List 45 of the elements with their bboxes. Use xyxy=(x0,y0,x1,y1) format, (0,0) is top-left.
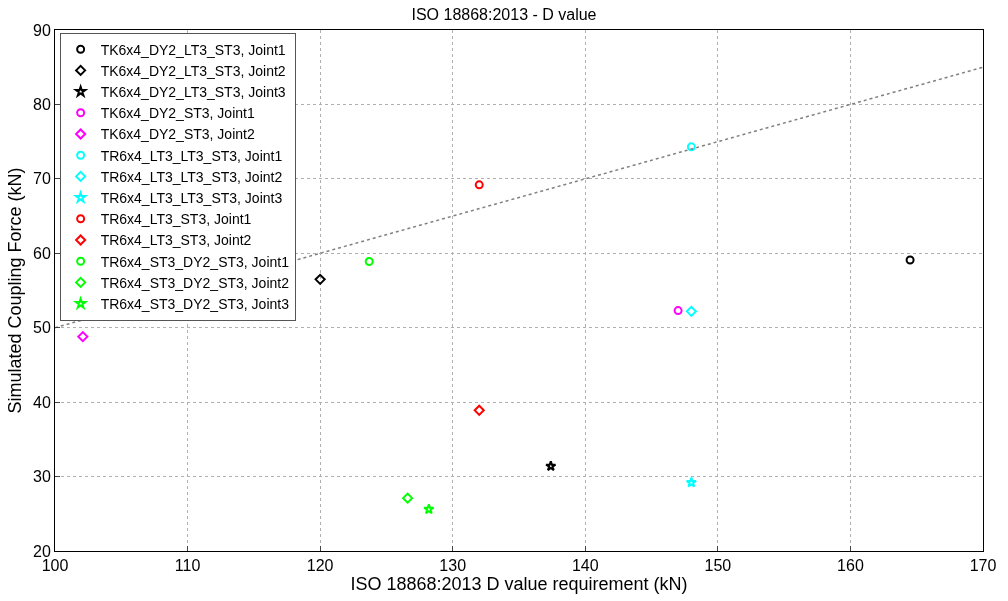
point xyxy=(314,273,326,285)
point xyxy=(474,180,484,190)
x-tick-label: 130 xyxy=(439,557,467,575)
legend-label: TR6x4_LT3_LT3_ST3, Joint2 xyxy=(100,168,283,185)
x-tick-label: 170 xyxy=(969,557,997,575)
legend-label: TR6x4_LT3_LT3_ST3, Joint3 xyxy=(100,190,283,207)
legend-label: TR6x4_ST3_DY2_ST3, Joint3 xyxy=(100,296,290,313)
point xyxy=(423,503,435,515)
legend-label: TK6x4_DY2_ST3, Joint1 xyxy=(100,105,255,122)
legend-label: TK6x4_DY2_ST3, Joint2 xyxy=(100,126,255,143)
legend-label: TR6x4_LT3_ST3, Joint2 xyxy=(100,232,252,249)
x-tick-label: 100 xyxy=(41,557,69,575)
x-tick-label: 160 xyxy=(837,557,864,575)
legend-label: TR6x4_ST3_DY2_ST3, Joint2 xyxy=(100,274,290,291)
point xyxy=(686,142,696,152)
point xyxy=(545,460,557,472)
point xyxy=(77,331,89,343)
x-tick-label: 140 xyxy=(571,557,599,575)
y-tick-label: 60 xyxy=(33,244,51,262)
y-axis-title: Simulated Coupling Force (kN) xyxy=(5,167,26,414)
y-tick-label: 40 xyxy=(33,393,51,411)
legend-label: TR6x4_LT3_ST3, Joint1 xyxy=(100,211,252,228)
y-tick-label: 20 xyxy=(33,542,51,560)
point xyxy=(685,476,697,488)
y-tick-label: 90 xyxy=(33,21,51,39)
x-axis-title: ISO 18868:2013 D value requirement (kN) xyxy=(350,574,688,595)
y-tick-label: 70 xyxy=(33,170,51,188)
point xyxy=(673,306,683,316)
y-tick-label: 80 xyxy=(33,96,51,114)
x-tick-label: 110 xyxy=(174,557,201,575)
legend-label: TR6x4_ST3_DY2_ST3, Joint1 xyxy=(100,253,290,270)
legend-label: TK6x4_DY2_LT3_ST3, Joint2 xyxy=(100,62,286,79)
x-tick-label: 120 xyxy=(306,557,334,575)
point xyxy=(685,305,697,317)
y-tick-label: 50 xyxy=(33,319,51,337)
chart-title: ISO 18868:2013 - D value xyxy=(411,6,597,24)
point xyxy=(905,255,915,265)
point xyxy=(402,492,414,504)
legend-label: TK6x4_DY2_LT3_ST3, Joint1 xyxy=(100,41,286,58)
legend-label: TR6x4_LT3_LT3_ST3, Joint1 xyxy=(100,147,283,164)
point xyxy=(364,256,374,266)
legend-label: TK6x4_DY2_LT3_ST3, Joint3 xyxy=(100,84,286,101)
point xyxy=(473,404,485,416)
x-tick-label: 150 xyxy=(704,557,732,575)
y-tick-label: 30 xyxy=(33,468,51,486)
